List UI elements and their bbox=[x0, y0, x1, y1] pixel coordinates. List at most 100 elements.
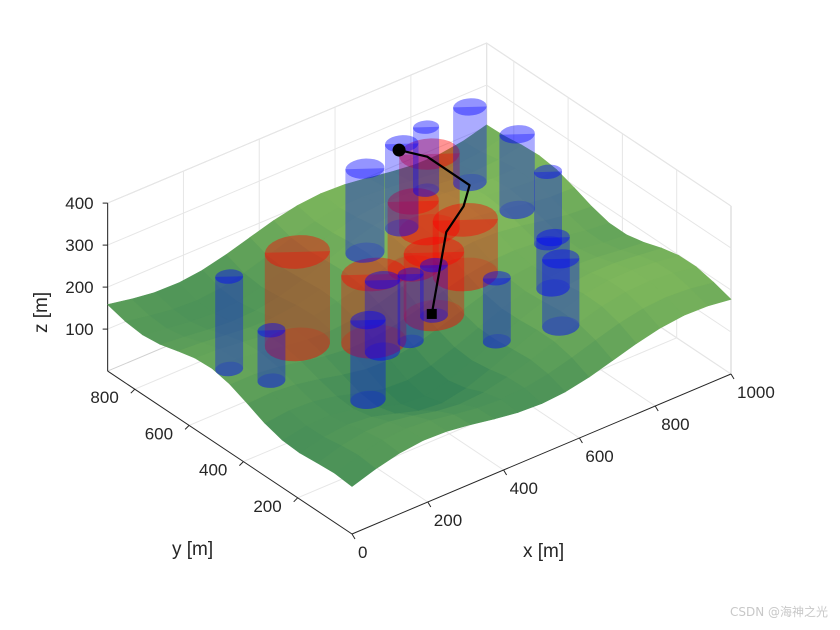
blue-cylinder-cap bbox=[257, 323, 286, 338]
blue-cylinder-base bbox=[542, 316, 580, 336]
red-cylinder-cap bbox=[387, 188, 439, 215]
blue-cylinder-base bbox=[215, 361, 244, 377]
blue-cylinder-body bbox=[420, 264, 448, 323]
red-cylinder-base bbox=[341, 324, 407, 359]
x-tick-label: 800 bbox=[661, 415, 689, 434]
blue-cylinder-base bbox=[413, 183, 440, 197]
blue-cylinder-body bbox=[499, 133, 535, 220]
red-cylinder-body bbox=[387, 200, 439, 282]
red-cylinder bbox=[341, 257, 407, 359]
blue-cylinder-base bbox=[385, 219, 419, 237]
x-axis-line bbox=[351, 373, 732, 535]
red-cylinder-cap bbox=[264, 235, 330, 269]
blue-cylinder-body bbox=[350, 319, 386, 409]
red-cylinder-body bbox=[399, 153, 460, 246]
blue-cylinder bbox=[453, 98, 487, 192]
y-axis-label: y [m] bbox=[172, 539, 213, 560]
blue-cylinder-body bbox=[257, 329, 286, 388]
blue-cylinder-cap bbox=[482, 271, 511, 286]
blue-cylinder-body bbox=[345, 168, 385, 263]
blue-cylinder-body bbox=[385, 143, 419, 237]
blue-cylinder bbox=[364, 271, 401, 361]
blue-cylinder-cap bbox=[499, 125, 535, 144]
x-tick-mark bbox=[730, 373, 735, 380]
blue-cylinder bbox=[350, 310, 386, 409]
blue-cylinder bbox=[345, 158, 385, 263]
blue-cylinder-base bbox=[257, 373, 286, 388]
blue-cylinder bbox=[482, 271, 511, 349]
x-axis-label: x [m] bbox=[523, 541, 564, 562]
path-start-marker bbox=[426, 308, 437, 319]
red-cylinder bbox=[399, 138, 460, 246]
red-cylinder-cap bbox=[341, 257, 407, 292]
blue-cylinder-base bbox=[499, 200, 535, 220]
blue-cylinder-body bbox=[536, 237, 570, 297]
flight-path bbox=[392, 143, 471, 319]
blue-cylinder-base bbox=[453, 173, 487, 192]
blue-cylinder-cap bbox=[453, 98, 487, 116]
red-cylinder-body bbox=[432, 219, 498, 292]
y-tick-mark bbox=[293, 497, 299, 503]
z-gridline bbox=[107, 84, 732, 249]
red-cylinder-base bbox=[264, 327, 330, 362]
blue-cylinder-cap bbox=[364, 271, 401, 290]
blue-cylinder-body bbox=[534, 171, 562, 251]
blue-cylinder-body bbox=[364, 279, 401, 361]
blue-cylinder-base bbox=[345, 242, 385, 263]
axis-ticks: 0 200 400 600 800 1000 200 400 600 800 100 200 300 40… bbox=[65, 194, 775, 562]
blue-cylinder bbox=[536, 228, 570, 297]
blue-cylinder-base bbox=[536, 279, 570, 297]
z-gridline bbox=[107, 42, 732, 207]
y-tick-mark bbox=[184, 425, 190, 430]
x-tick-label: 200 bbox=[434, 511, 462, 530]
blue-cylinder-body bbox=[413, 126, 440, 197]
red-cylinder-cap bbox=[399, 138, 460, 170]
blue-cylinder-base bbox=[397, 334, 424, 349]
red-cylinder-cap bbox=[403, 236, 465, 269]
blue-cylinder-cap bbox=[536, 228, 570, 247]
blue-cylinder-cap bbox=[542, 249, 580, 269]
blue-cylinder-cap bbox=[413, 120, 440, 134]
terrain-patch bbox=[106, 298, 150, 322]
blue-cylinder-base bbox=[350, 390, 386, 409]
blue-cylinder-base bbox=[364, 342, 401, 361]
y-tick-label: 600 bbox=[145, 424, 173, 443]
blue-cylinder-cap bbox=[215, 269, 244, 284]
blue-cylinder-cap bbox=[534, 164, 562, 179]
z-tick-label: 200 bbox=[65, 278, 93, 297]
blue-cylinder-body bbox=[453, 106, 487, 192]
y-tick-mark bbox=[130, 388, 136, 394]
red-cylinder bbox=[387, 188, 439, 282]
z-tick-label: 100 bbox=[65, 320, 93, 339]
terrain-surface bbox=[106, 124, 732, 487]
z-tick-label: 300 bbox=[65, 236, 93, 255]
path-line bbox=[398, 149, 471, 315]
y-tick-label: 200 bbox=[253, 497, 281, 516]
x-tick-mark bbox=[578, 437, 583, 444]
red-cylinder-body bbox=[264, 251, 330, 362]
red-cylinder-base bbox=[432, 257, 498, 292]
red-cylinder-body bbox=[341, 273, 407, 359]
z-tick-label: 400 bbox=[65, 194, 93, 213]
blue-cylinder-cap bbox=[345, 158, 385, 179]
red-cylinder bbox=[264, 235, 330, 362]
blue-cylinder-base bbox=[534, 236, 562, 251]
blue-cylinder bbox=[385, 135, 419, 237]
blue-cylinder bbox=[534, 164, 562, 251]
x-tick-label: 1000 bbox=[737, 383, 775, 402]
blue-cylinder bbox=[413, 120, 440, 197]
obstacle-cylinders bbox=[215, 98, 580, 409]
y-tick-label: 800 bbox=[90, 388, 118, 407]
blue-cylinder bbox=[257, 323, 286, 388]
blue-cylinder-base bbox=[482, 334, 511, 349]
blue-cylinder-cap bbox=[350, 310, 386, 330]
x-tick-label: 600 bbox=[585, 447, 613, 466]
red-cylinder-base bbox=[387, 255, 439, 282]
blue-cylinder bbox=[542, 249, 580, 336]
blue-cylinder-body bbox=[215, 276, 244, 377]
x-tick-mark bbox=[351, 533, 356, 540]
x-tick-label: 0 bbox=[358, 543, 367, 562]
blue-cylinder-cap bbox=[397, 267, 424, 281]
x-tick-mark bbox=[654, 405, 659, 412]
